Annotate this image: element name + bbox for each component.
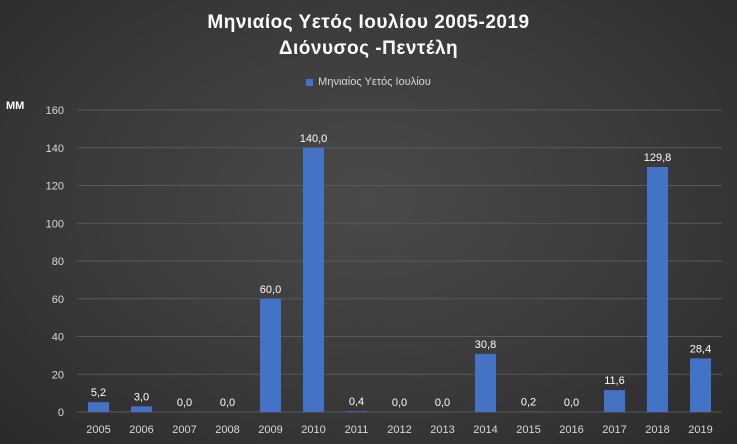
- x-tick-label: 2012: [387, 424, 411, 436]
- x-tick-label: 2015: [516, 424, 540, 436]
- data-label: 28,4: [690, 343, 711, 355]
- bar: [346, 411, 367, 412]
- y-axis-label: MM: [6, 100, 25, 112]
- data-label: 60,0: [260, 284, 281, 296]
- x-tick-label: 2009: [258, 424, 282, 436]
- bar: [604, 390, 625, 412]
- y-tick-label: 40: [52, 332, 64, 344]
- y-tick-label: 140: [46, 143, 64, 155]
- bar: [647, 167, 668, 412]
- x-tick-label: 2011: [345, 424, 369, 436]
- bar: [303, 147, 324, 412]
- legend-swatch: [306, 78, 314, 86]
- x-tick-label: 2014: [473, 424, 497, 436]
- y-tick-label: 100: [46, 218, 64, 230]
- x-tick-label: 2010: [301, 424, 325, 436]
- chart-legend: Μηνιαίος Υετός Ιουλίου: [0, 76, 737, 88]
- x-tick-label: 2007: [172, 424, 196, 436]
- data-label: 129,8: [644, 152, 672, 164]
- legend-label: Μηνιαίος Υετός Ιουλίου: [318, 76, 431, 88]
- chart-title: Μηνιαίος Υετός Ιουλίου 2005-2019: [207, 12, 530, 33]
- y-tick-label: 120: [46, 181, 64, 193]
- data-label: 0,0: [392, 397, 407, 409]
- data-label: 0,4: [349, 396, 364, 408]
- x-tick-label: 2019: [688, 424, 712, 436]
- data-label: 0,0: [435, 397, 450, 409]
- x-tick-label: 2018: [645, 424, 669, 436]
- chart-subtitle: Διόνυσος -Πεντέλη: [278, 38, 459, 59]
- data-label: 140,0: [300, 133, 328, 145]
- y-tick-label: 20: [52, 369, 64, 381]
- bar: [690, 358, 711, 412]
- bar: [88, 402, 109, 412]
- x-tick-label: 2008: [215, 424, 239, 436]
- data-label: 11,6: [604, 375, 625, 387]
- y-tick-label: 160: [46, 105, 64, 117]
- data-label: 0,0: [220, 397, 235, 409]
- y-tick-label: 80: [52, 256, 64, 268]
- data-label: 5,2: [91, 387, 106, 399]
- x-tick-label: 2005: [86, 424, 110, 436]
- bar: [131, 406, 152, 412]
- x-tick-label: 2013: [430, 424, 454, 436]
- data-label: 0,0: [564, 397, 579, 409]
- bar: [475, 353, 496, 412]
- y-tick-label: 0: [58, 407, 64, 419]
- data-label: 0,0: [177, 397, 192, 409]
- data-label: 30,8: [475, 339, 496, 351]
- x-tick-label: 2016: [559, 424, 583, 436]
- bar: [260, 298, 281, 412]
- data-label: 0,2: [521, 397, 536, 409]
- x-tick-label: 2017: [602, 424, 626, 436]
- x-tick-label: 2006: [129, 424, 153, 436]
- data-label: 3,0: [134, 391, 149, 403]
- y-tick-label: 60: [52, 294, 64, 306]
